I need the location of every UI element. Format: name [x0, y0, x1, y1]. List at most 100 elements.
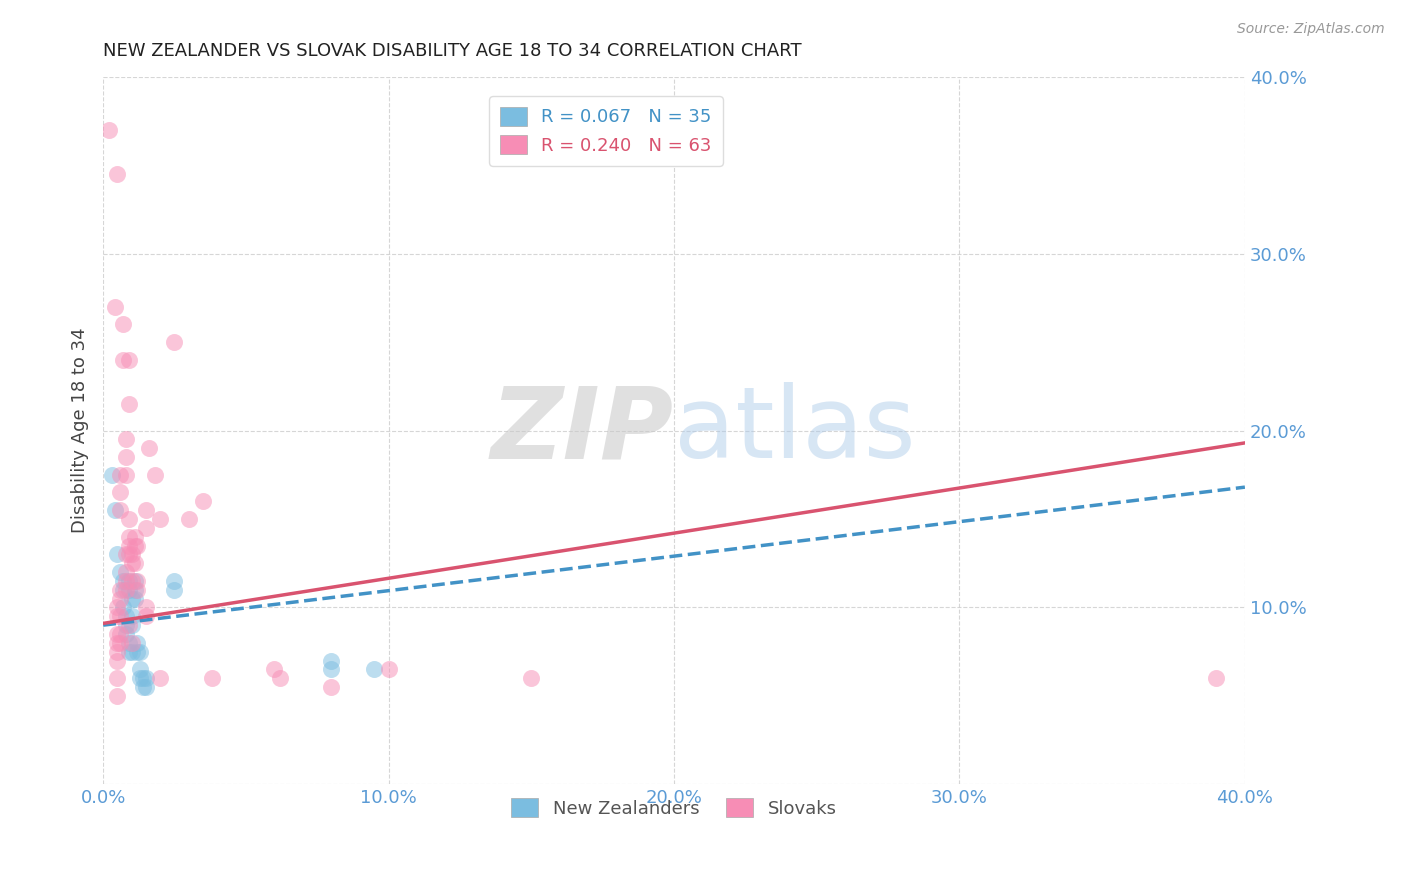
Point [107, 167, 129, 181]
Point [321, 654, 343, 668]
Point [107, 645, 129, 659]
Point [110, 591, 132, 606]
Point [103, 503, 125, 517]
Point [135, 521, 157, 535]
Point [107, 609, 129, 624]
Point [163, 582, 186, 597]
Point [200, 671, 222, 685]
Point [107, 689, 129, 703]
Point [110, 467, 132, 482]
Point [115, 467, 138, 482]
Point [115, 433, 138, 447]
Point [163, 334, 186, 349]
Point [124, 530, 146, 544]
Point [110, 636, 132, 650]
Point [118, 530, 141, 544]
Point [103, 300, 125, 314]
Point [124, 582, 146, 597]
Point [112, 574, 135, 588]
Point [127, 539, 149, 553]
Point [138, 441, 160, 455]
Point [377, 662, 399, 676]
Point [127, 574, 149, 588]
Point [143, 467, 166, 482]
Point [124, 556, 146, 570]
Point [121, 618, 143, 632]
Text: Source: ZipAtlas.com: Source: ZipAtlas.com [1237, 22, 1385, 37]
Text: NEW ZEALANDER VS SLOVAK DISABILITY AGE 18 TO 34 CORRELATION CHART: NEW ZEALANDER VS SLOVAK DISABILITY AGE 1… [103, 42, 801, 60]
Point [100, 467, 122, 482]
Point [124, 591, 146, 606]
Point [118, 636, 141, 650]
Point [1205, 671, 1227, 685]
Point [110, 609, 132, 624]
Point [115, 565, 138, 579]
Point [110, 627, 132, 641]
Point [112, 600, 135, 615]
Point [121, 636, 143, 650]
Point [132, 671, 155, 685]
Y-axis label: Disability Age 18 to 34: Disability Age 18 to 34 [72, 327, 89, 533]
Point [115, 582, 138, 597]
Point [118, 645, 141, 659]
Point [121, 556, 143, 570]
Point [129, 645, 152, 659]
Point [118, 352, 141, 367]
Point [135, 609, 157, 624]
Point [110, 565, 132, 579]
Point [115, 548, 138, 562]
Point [135, 503, 157, 517]
Point [124, 539, 146, 553]
Point [149, 512, 172, 526]
Point [115, 609, 138, 624]
Point [118, 539, 141, 553]
Point [107, 654, 129, 668]
Point [118, 574, 141, 588]
Point [321, 662, 343, 676]
Text: atlas: atlas [673, 382, 915, 479]
Point [129, 671, 152, 685]
Point [132, 680, 155, 694]
Point [127, 582, 149, 597]
Point [118, 397, 141, 411]
Point [112, 352, 135, 367]
Point [121, 548, 143, 562]
Point [321, 680, 343, 694]
Point [269, 671, 291, 685]
Point [97, 122, 120, 136]
Point [112, 318, 135, 332]
Text: ZIP: ZIP [491, 382, 673, 479]
Point [191, 494, 214, 508]
Point [110, 503, 132, 517]
Point [115, 574, 138, 588]
Point [135, 600, 157, 615]
Point [127, 645, 149, 659]
Point [107, 671, 129, 685]
Point [110, 582, 132, 597]
Point [177, 512, 200, 526]
Point [118, 618, 141, 632]
Legend: New Zealanders, Slovaks: New Zealanders, Slovaks [503, 791, 844, 825]
Point [112, 582, 135, 597]
Point [115, 618, 138, 632]
Point [121, 645, 143, 659]
Point [107, 548, 129, 562]
Point [107, 636, 129, 650]
Point [124, 574, 146, 588]
Point [129, 662, 152, 676]
Point [149, 671, 172, 685]
Point [127, 636, 149, 650]
Point [263, 662, 285, 676]
Point [520, 671, 543, 685]
Point [121, 609, 143, 624]
Point [121, 574, 143, 588]
Point [115, 450, 138, 464]
Point [107, 600, 129, 615]
Point [135, 680, 157, 694]
Point [121, 591, 143, 606]
Point [363, 662, 385, 676]
Point [118, 512, 141, 526]
Point [115, 627, 138, 641]
Point [110, 485, 132, 500]
Point [135, 671, 157, 685]
